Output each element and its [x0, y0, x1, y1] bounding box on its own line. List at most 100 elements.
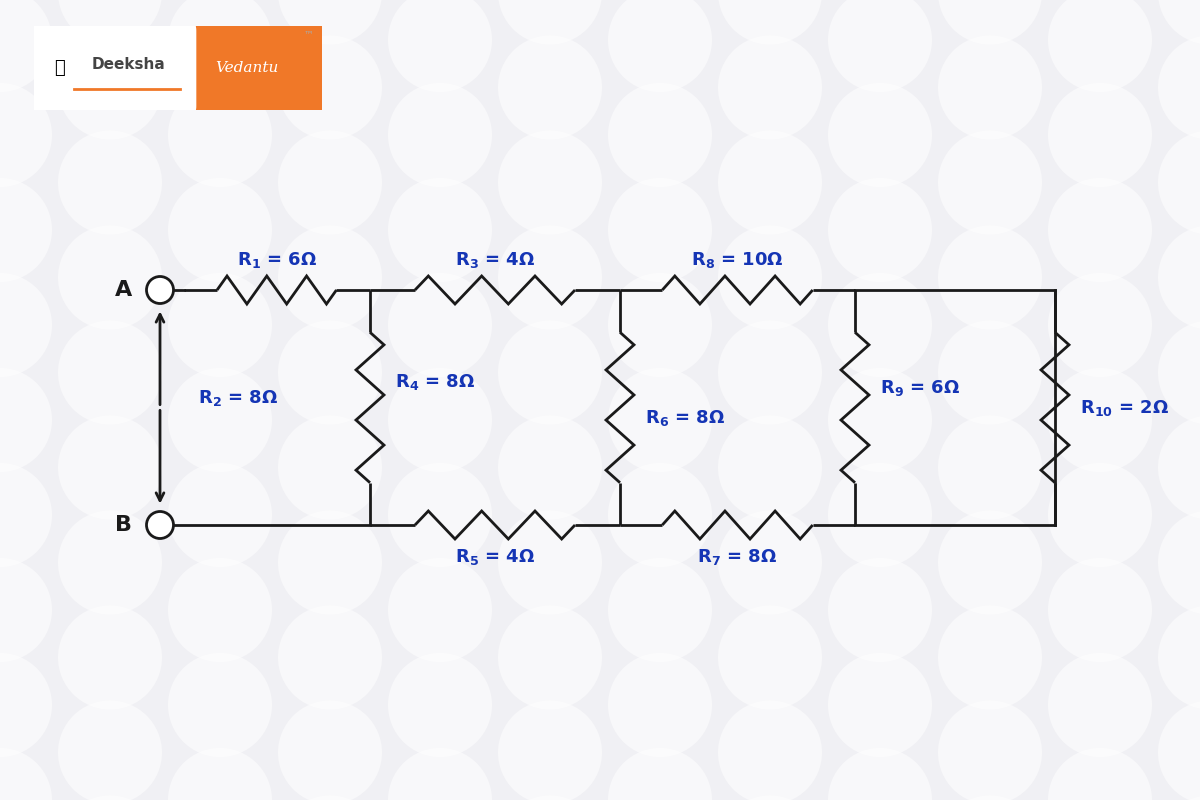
Text: $\mathbf{R_4}$ = 8Ω: $\mathbf{R_4}$ = 8Ω	[395, 373, 475, 393]
Circle shape	[608, 463, 712, 567]
Text: ™: ™	[304, 30, 313, 39]
Circle shape	[718, 130, 822, 234]
FancyBboxPatch shape	[24, 17, 197, 120]
Circle shape	[388, 0, 492, 92]
Circle shape	[168, 653, 272, 757]
Circle shape	[168, 368, 272, 472]
Circle shape	[938, 35, 1042, 139]
Circle shape	[278, 606, 382, 710]
Circle shape	[608, 273, 712, 377]
Circle shape	[608, 368, 712, 472]
Text: $\mathbf{R_{10}}$ = 2Ω: $\mathbf{R_{10}}$ = 2Ω	[1080, 398, 1169, 418]
Circle shape	[388, 368, 492, 472]
Circle shape	[278, 795, 382, 800]
Circle shape	[1158, 795, 1200, 800]
Text: $\mathbf{R_8}$ = 10Ω: $\mathbf{R_8}$ = 10Ω	[691, 250, 784, 270]
Text: $\mathbf{R_9}$ = 6Ω: $\mathbf{R_9}$ = 6Ω	[880, 378, 960, 398]
Circle shape	[388, 273, 492, 377]
Circle shape	[608, 748, 712, 800]
Text: $\mathbf{R_1}$ = 6Ω: $\mathbf{R_1}$ = 6Ω	[236, 250, 317, 270]
Circle shape	[278, 130, 382, 234]
Circle shape	[1158, 0, 1200, 45]
Text: $\mathbf{R_5}$ = 4Ω: $\mathbf{R_5}$ = 4Ω	[455, 547, 535, 567]
Circle shape	[1048, 368, 1152, 472]
Text: $\mathbf{R_2}$ = 8Ω: $\mathbf{R_2}$ = 8Ω	[198, 387, 278, 407]
Circle shape	[1048, 558, 1152, 662]
Circle shape	[498, 606, 602, 710]
Circle shape	[828, 273, 932, 377]
Circle shape	[1048, 178, 1152, 282]
Text: B: B	[115, 515, 132, 535]
Circle shape	[938, 510, 1042, 614]
Circle shape	[278, 0, 382, 45]
Circle shape	[278, 701, 382, 800]
Circle shape	[168, 558, 272, 662]
Circle shape	[938, 795, 1042, 800]
Circle shape	[938, 130, 1042, 234]
Circle shape	[1158, 415, 1200, 519]
Circle shape	[0, 653, 52, 757]
Circle shape	[938, 0, 1042, 45]
Circle shape	[58, 606, 162, 710]
Circle shape	[828, 83, 932, 187]
Circle shape	[498, 510, 602, 614]
Circle shape	[828, 178, 932, 282]
Circle shape	[498, 701, 602, 800]
Circle shape	[938, 321, 1042, 425]
Circle shape	[168, 273, 272, 377]
Circle shape	[718, 701, 822, 800]
Circle shape	[388, 653, 492, 757]
Circle shape	[168, 83, 272, 187]
Circle shape	[498, 0, 602, 45]
Circle shape	[0, 273, 52, 377]
Circle shape	[0, 83, 52, 187]
Circle shape	[388, 83, 492, 187]
Circle shape	[168, 748, 272, 800]
Circle shape	[58, 701, 162, 800]
Circle shape	[718, 795, 822, 800]
Circle shape	[58, 0, 162, 45]
Circle shape	[718, 415, 822, 519]
Circle shape	[718, 226, 822, 330]
Circle shape	[388, 748, 492, 800]
Circle shape	[1048, 83, 1152, 187]
Circle shape	[718, 510, 822, 614]
Circle shape	[146, 511, 174, 538]
Circle shape	[0, 368, 52, 472]
Circle shape	[828, 558, 932, 662]
Circle shape	[58, 130, 162, 234]
Circle shape	[1048, 653, 1152, 757]
Circle shape	[1048, 273, 1152, 377]
Circle shape	[828, 463, 932, 567]
Circle shape	[58, 226, 162, 330]
Circle shape	[58, 510, 162, 614]
Circle shape	[1048, 748, 1152, 800]
Circle shape	[828, 0, 932, 92]
Circle shape	[58, 795, 162, 800]
Circle shape	[828, 748, 932, 800]
Circle shape	[146, 277, 174, 303]
Circle shape	[1048, 0, 1152, 92]
Circle shape	[608, 0, 712, 92]
Circle shape	[278, 415, 382, 519]
Circle shape	[388, 558, 492, 662]
Polygon shape	[34, 12, 192, 110]
Text: Deeksha: Deeksha	[91, 57, 166, 72]
Circle shape	[278, 226, 382, 330]
Text: $\mathbf{R_7}$ = 8Ω: $\mathbf{R_7}$ = 8Ω	[697, 547, 778, 567]
Circle shape	[1048, 463, 1152, 567]
Circle shape	[0, 558, 52, 662]
Circle shape	[168, 178, 272, 282]
Circle shape	[498, 795, 602, 800]
Text: $\mathbf{R_3}$ = 4Ω: $\mathbf{R_3}$ = 4Ω	[455, 250, 535, 270]
Circle shape	[1158, 226, 1200, 330]
Circle shape	[608, 178, 712, 282]
Circle shape	[0, 178, 52, 282]
Text: A: A	[115, 280, 132, 300]
Circle shape	[498, 226, 602, 330]
Circle shape	[938, 701, 1042, 800]
Circle shape	[828, 368, 932, 472]
Circle shape	[498, 415, 602, 519]
Circle shape	[938, 415, 1042, 519]
Circle shape	[608, 83, 712, 187]
